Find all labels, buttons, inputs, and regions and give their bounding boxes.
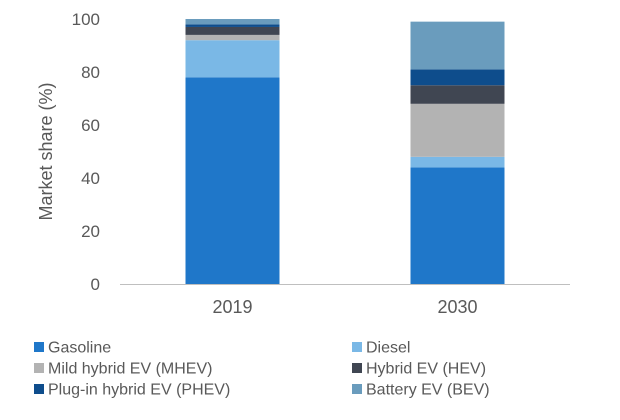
legend-swatch (352, 363, 362, 373)
legend-label: Plug-in hybrid EV (PHEV) (48, 382, 230, 399)
y-tick-label: 60 (81, 116, 100, 135)
legend-label: Battery EV (BEV) (366, 382, 490, 399)
bar-segment (410, 85, 505, 104)
y-tick-label: 80 (81, 63, 100, 82)
bar-segment (185, 24, 280, 27)
bar-segment (185, 26, 280, 35)
y-tick-label: 100 (72, 10, 100, 29)
y-tick-label: 20 (81, 222, 100, 241)
x-category-label: 2030 (437, 297, 477, 317)
legend-swatch (352, 342, 362, 352)
y-tick-label: 40 (81, 169, 100, 188)
legend-label: Gasoline (48, 340, 111, 357)
bar-segment (410, 21, 505, 70)
legend-swatch (352, 384, 362, 394)
bar-segment (185, 40, 280, 78)
bar-segment (185, 19, 280, 25)
legend-label: Diesel (366, 340, 410, 357)
bar-segment (410, 167, 505, 284)
y-tick-label: 0 (91, 275, 100, 294)
bar-segment (410, 103, 505, 157)
x-category-label: 2019 (212, 297, 252, 317)
legend-swatch (34, 363, 44, 373)
y-axis-title: Market share (%) (36, 82, 56, 220)
legend-label: Mild hybrid EV (MHEV) (48, 361, 212, 378)
legend-swatch (34, 342, 44, 352)
legend-label: Hybrid EV (HEV) (366, 361, 486, 378)
bar-segment (185, 77, 280, 284)
legend-swatch (34, 384, 44, 394)
bar-segment (410, 156, 505, 168)
bar-segment (410, 69, 505, 86)
bar-segment (185, 34, 280, 41)
